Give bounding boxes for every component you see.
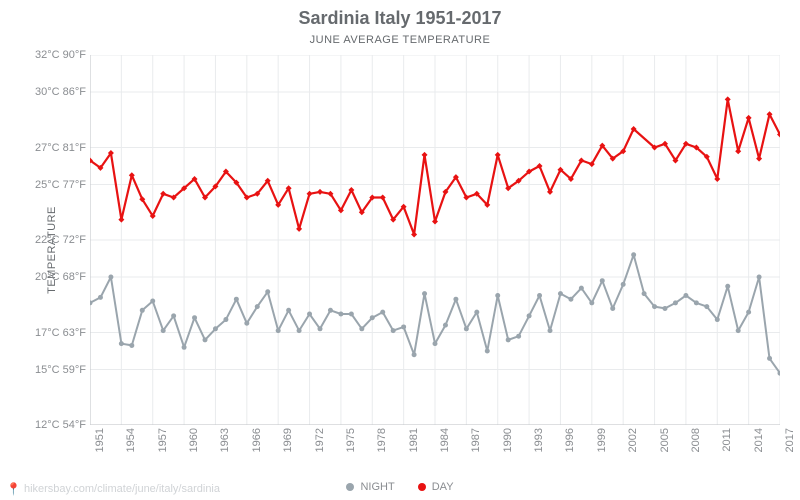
- y-tick-label: 22°C 72°F: [35, 234, 86, 246]
- x-tick-label: 1957: [157, 428, 169, 452]
- legend-label-night: NIGHT: [360, 481, 394, 493]
- legend-dot-night: [346, 483, 354, 491]
- x-tick-label: 2008: [690, 428, 702, 452]
- plot-area: [90, 55, 780, 425]
- y-tick-label: 17°C 63°F: [35, 327, 86, 339]
- attribution-text: hikersbay.com/climate/june/italy/sardini…: [24, 483, 220, 495]
- x-tick-label: 2005: [659, 428, 671, 452]
- chart-container: Sardinia Italy 1951-2017 JUNE AVERAGE TE…: [0, 0, 800, 500]
- y-tick-label: 12°C 54°F: [35, 419, 86, 431]
- attribution: 📍 hikersbay.com/climate/june/italy/sardi…: [6, 482, 220, 496]
- x-tick-label: 1966: [251, 428, 263, 452]
- x-tick-label: 1963: [219, 428, 231, 452]
- x-tick-label: 2011: [721, 428, 733, 452]
- y-tick-label: 30°C 86°F: [35, 86, 86, 98]
- x-tick-label: 1990: [502, 428, 514, 452]
- x-tick-label: 1960: [188, 428, 200, 452]
- y-tick-label: 32°C 90°F: [35, 49, 86, 61]
- x-tick-label: 1996: [564, 428, 576, 452]
- x-tick-label: 1978: [376, 428, 388, 452]
- x-tick-label: 1987: [470, 428, 482, 452]
- legend-dot-day: [418, 483, 426, 491]
- legend-item-night: NIGHT: [346, 481, 394, 493]
- x-tick-label: 2014: [753, 428, 765, 452]
- chart-subtitle: JUNE AVERAGE TEMPERATURE: [0, 34, 800, 46]
- x-tick-label: 1954: [125, 428, 137, 452]
- pin-icon: 📍: [6, 482, 21, 496]
- x-tick-label: 2017: [784, 428, 796, 452]
- y-tick-label: 27°C 81°F: [35, 142, 86, 154]
- y-tick-label: 20°C 68°F: [35, 271, 86, 283]
- x-tick-label: 1951: [94, 428, 106, 452]
- y-tick-label: 25°C 77°F: [35, 179, 86, 191]
- y-tick-label: 15°C 59°F: [35, 364, 86, 376]
- x-tick-label: 1981: [408, 428, 420, 452]
- x-tick-label: 2002: [627, 428, 639, 452]
- x-tick-label: 1999: [596, 428, 608, 452]
- x-tick-label: 1975: [345, 428, 357, 452]
- chart-title: Sardinia Italy 1951-2017: [0, 8, 800, 29]
- x-tick-label: 1969: [282, 428, 294, 452]
- legend-label-day: DAY: [432, 481, 454, 493]
- x-tick-label: 1972: [314, 428, 326, 452]
- legend-item-day: DAY: [418, 481, 454, 493]
- x-tick-label: 1984: [439, 428, 451, 452]
- x-tick-label: 1993: [533, 428, 545, 452]
